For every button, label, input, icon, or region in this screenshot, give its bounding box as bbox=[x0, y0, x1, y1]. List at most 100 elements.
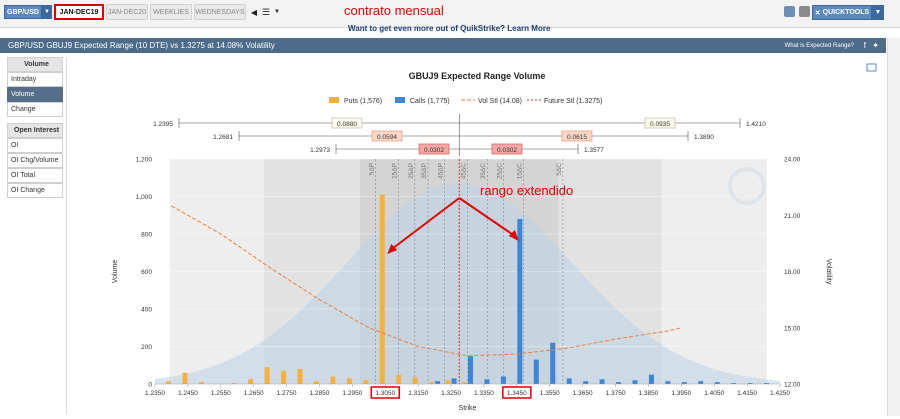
symbol-selector[interactable]: GBP/USD bbox=[4, 5, 42, 19]
x-tick-label: 1.2950 bbox=[342, 390, 362, 397]
call-bar bbox=[566, 378, 572, 384]
call-bar bbox=[764, 383, 770, 384]
tab-jan-dec20[interactable]: JAN-DEC20 bbox=[106, 4, 148, 20]
expand-icon[interactable] bbox=[866, 63, 877, 72]
range-width-right: 0.0302 bbox=[497, 147, 517, 154]
delta-label: 5ΔC bbox=[556, 163, 563, 176]
x-tick-label: 1.3650 bbox=[573, 390, 593, 397]
annotation-arrowhead bbox=[508, 230, 519, 241]
range-right-value: 1.4210 bbox=[746, 121, 766, 128]
put-bar bbox=[281, 370, 287, 384]
chart-title: GBUJ9 Expected Range Volume bbox=[409, 71, 546, 81]
sidebar-item-volume[interactable]: Volume bbox=[7, 87, 63, 102]
delta-label: 45ΔC bbox=[461, 163, 468, 180]
facebook-icon[interactable]: f bbox=[863, 41, 866, 50]
delta-label: 5ΔP bbox=[368, 163, 375, 175]
sidebar-item-change[interactable]: Change bbox=[7, 102, 63, 117]
tab-jan-dec19[interactable]: JAN-DEC19 bbox=[54, 4, 104, 20]
y-tick-label: 1,000 bbox=[136, 194, 153, 201]
range-width-left: 0.0302 bbox=[424, 147, 444, 154]
panel-titlebar: GBP/USD GBUJ9 Expected Range (10 DTE) vs… bbox=[0, 38, 886, 53]
y2-tick-label: 18.00 bbox=[784, 269, 801, 276]
x-tick-label: 1.2650 bbox=[244, 390, 264, 397]
legend-swatch bbox=[395, 97, 405, 103]
annotation-monthly-contract: contrato mensual bbox=[344, 3, 444, 18]
call-bar bbox=[583, 381, 589, 384]
calculator-icon[interactable] bbox=[799, 6, 810, 17]
x-tick-label: 1.3750 bbox=[606, 390, 626, 397]
sidebar-item-oi-change[interactable]: OI Change bbox=[7, 183, 63, 198]
annotation-arrow-right bbox=[458, 197, 516, 237]
chevron-down-icon[interactable]: ▼ bbox=[274, 9, 280, 15]
x-tick-label: 1.2850 bbox=[310, 390, 330, 397]
range-width-left: 0.0594 bbox=[377, 134, 397, 141]
twitter-icon[interactable]: ✦ bbox=[872, 41, 879, 50]
call-bar bbox=[550, 342, 556, 384]
range-width-box bbox=[331, 117, 363, 129]
call-bar bbox=[533, 359, 539, 384]
y-tick-label: 1,200 bbox=[136, 157, 153, 164]
delta-label: 45ΔP bbox=[437, 163, 444, 179]
chart-legend: Puts (1,576) Calls (1,775) Vol Stl (14.08)… bbox=[329, 97, 602, 105]
plot-area: 5ΔP 15ΔP 25ΔP 35ΔP 45ΔP 45ΔC 35ΔC 25ΔC 15ΔC 5ΔC bbox=[155, 158, 780, 385]
sidebar-item-oi[interactable]: OI bbox=[7, 138, 63, 153]
put-bar bbox=[346, 378, 352, 384]
legend-item: Calls (1,775) bbox=[410, 98, 450, 105]
quicktools-button[interactable]: ✕ QUICKTOOLS bbox=[812, 5, 872, 20]
put-bar bbox=[445, 380, 451, 384]
put-bar bbox=[396, 374, 402, 384]
y-tick-label: 800 bbox=[141, 232, 152, 239]
range-left-value: 1.2681 bbox=[213, 134, 233, 141]
x-axis-title: Strike bbox=[459, 405, 477, 412]
share-icon[interactable] bbox=[784, 6, 795, 17]
call-bar bbox=[747, 383, 753, 384]
range-width-box bbox=[491, 143, 523, 155]
legend-item: Puts (1,576) bbox=[344, 98, 382, 105]
put-bar bbox=[429, 382, 435, 384]
tab-weeklies[interactable]: WEEKLIES bbox=[150, 4, 192, 20]
legend-item: Vol Stl (14.08) bbox=[478, 98, 522, 105]
delta-label: 15ΔC bbox=[516, 163, 523, 180]
legend-item: Future Stl (1.3275) bbox=[544, 98, 602, 105]
annotation-arrow-left bbox=[392, 197, 460, 249]
call-bar bbox=[714, 382, 720, 384]
y-tick-label: 400 bbox=[141, 307, 152, 314]
y2-axis-title: Volatility bbox=[825, 259, 832, 285]
scroll-left-icon[interactable]: ◀ bbox=[250, 7, 258, 17]
tools-icon: ✕ bbox=[814, 9, 821, 17]
put-bar bbox=[379, 194, 385, 384]
quicktools-dropdown-button[interactable]: ▼ bbox=[872, 5, 884, 20]
y-tick-label: 200 bbox=[141, 344, 152, 351]
delta-label: 35ΔC bbox=[480, 163, 487, 180]
call-bar bbox=[698, 381, 704, 384]
x-tick-label: 1.3050 bbox=[375, 390, 395, 397]
page-scrollbar[interactable] bbox=[887, 38, 900, 416]
menu-list-icon[interactable]: ☰ bbox=[261, 6, 271, 17]
x-tick-label: 1.4150 bbox=[737, 390, 757, 397]
call-bar bbox=[632, 380, 638, 384]
expected-range-rows: 1.2395 1.4210 0.0880 0.0935 1.2681 1.3890 0.05… bbox=[153, 114, 766, 156]
call-bar bbox=[500, 376, 506, 384]
call-bar bbox=[435, 381, 441, 384]
annotation-extended-range: rango extendido bbox=[480, 183, 574, 198]
symbol-dropdown-button[interactable]: ▼ bbox=[42, 5, 52, 19]
x-tick-label: 1.2550 bbox=[211, 390, 231, 397]
sidebar-item-oi-total[interactable]: OI Total bbox=[7, 168, 63, 183]
put-bar bbox=[313, 381, 319, 384]
sidebar-header-open-interest: Open Interest bbox=[7, 123, 63, 138]
range-width-box bbox=[561, 130, 593, 142]
sidebar-header-volume: Volume bbox=[7, 57, 63, 72]
tab-wednesdays[interactable]: WEDNESDAYS bbox=[194, 4, 246, 20]
call-bar bbox=[616, 382, 622, 384]
y2-tick-label: 21.00 bbox=[784, 213, 801, 220]
expected-range-chart: GBUJ9 Expected Range Volume Puts (1,576)… bbox=[112, 63, 877, 412]
range-width-right: 0.0935 bbox=[650, 121, 670, 128]
sidebar-item-intraday[interactable]: Intraday bbox=[7, 72, 63, 87]
sidebar-item-oi-chg-volume[interactable]: OI Chg/Volume bbox=[7, 153, 63, 168]
put-bar bbox=[165, 381, 171, 384]
promo-link[interactable]: Want to get even more out of QuikStrike?… bbox=[348, 24, 551, 33]
put-bar bbox=[198, 382, 204, 384]
put-bar bbox=[462, 382, 467, 384]
range-width-box bbox=[644, 117, 676, 129]
help-link[interactable]: What is Expected Range? bbox=[784, 42, 854, 49]
